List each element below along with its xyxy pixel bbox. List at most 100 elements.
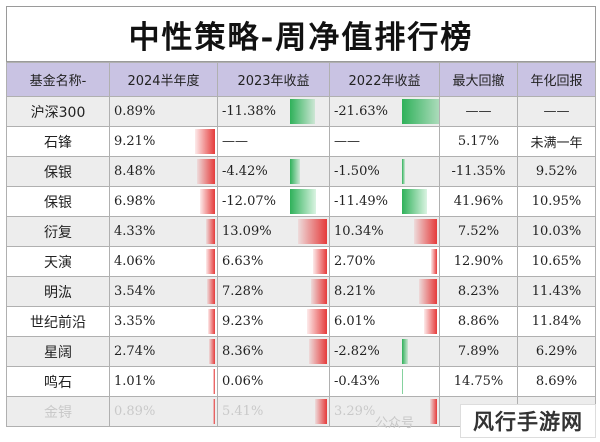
cell-annualized: 10.65% [517, 246, 596, 277]
column-header-2022[interactable]: 2022年收益 [329, 62, 440, 97]
table-row[interactable]: 星阔 2.74% 8.36% -2.82% 7.89% 6.29% [6, 336, 596, 367]
table-row[interactable]: 石锋 9.21% —— —— 5.17% 未满一年 [6, 126, 596, 157]
cell-2023: —— [217, 126, 330, 157]
data-bar [306, 309, 327, 334]
cell-2023: -4.42% [217, 156, 330, 187]
cell-value: 4.33% [114, 224, 156, 239]
cell-max-drawdown: -11.35% [439, 156, 518, 187]
cell-fund-name: 世纪前沿 [6, 306, 110, 337]
cell-2022: -1.50% [329, 156, 440, 187]
cell-value: 0.89% [114, 104, 156, 119]
column-header-fund-name[interactable]: 基金名称- [6, 62, 110, 97]
cell-value: -11.38% [222, 104, 276, 119]
data-bar [414, 219, 437, 244]
cell-annualized: 8.69% [517, 366, 596, 397]
data-bar [402, 339, 409, 364]
column-header-annualized[interactable]: 年化回报 [517, 62, 596, 97]
table-row[interactable]: 明汯 3.54% 7.28% 8.21% 8.23% 11.43% [6, 276, 596, 307]
table-row[interactable]: 衍复 4.33% 13.09% 10.34% 7.52% 10.03% [6, 216, 596, 247]
cell-value: 3.54% [114, 284, 156, 299]
data-bar [196, 159, 215, 184]
page-title: 中性策略-周净值排行榜 [6, 6, 596, 62]
data-bar [290, 189, 317, 214]
table-row[interactable]: 世纪前沿 3.35% 9.23% 6.01% 8.86% 11.84% [6, 306, 596, 337]
data-bar [206, 249, 215, 274]
data-bar [429, 399, 437, 424]
cell-value: 6.01% [334, 314, 376, 329]
cell-2024h1: 0.89% [109, 396, 218, 427]
cell-2024h1: 8.48% [109, 156, 218, 187]
cell-fund-name: 衍复 [6, 216, 110, 247]
cell-value: 1.01% [114, 374, 156, 389]
cell-fund-name: 金锝 [6, 396, 110, 427]
cell-max-drawdown: 8.23% [439, 276, 518, 307]
cell-max-drawdown: 7.89% [439, 336, 518, 367]
cell-annualized: 10.95% [517, 186, 596, 217]
cell-2024h1: 3.54% [109, 276, 218, 307]
cell-max-drawdown: 41.96% [439, 186, 518, 217]
cell-fund-name: 保银 [6, 156, 110, 187]
cell-max-drawdown: —— [439, 96, 518, 127]
cell-annualized: —— [517, 96, 596, 127]
cell-value: -21.63% [334, 104, 388, 119]
cell-2022: 3.29% [329, 396, 440, 427]
cell-value: 2.70% [334, 254, 376, 269]
cell-annualized: 11.43% [517, 276, 596, 307]
cell-value: 0.89% [114, 404, 156, 419]
table-header-row: 基金名称- 2024半年度 2023年收益 2022年收益 最大回撤 年化回报 [6, 62, 596, 97]
cell-2023: 5.41% [217, 396, 330, 427]
cell-2022: —— [329, 126, 440, 157]
cell-annualized: 11.84% [517, 306, 596, 337]
cell-2022: 6.01% [329, 306, 440, 337]
cell-value: 3.29% [334, 404, 376, 419]
cell-value: 7.28% [222, 284, 264, 299]
cell-fund-name: 明汯 [6, 276, 110, 307]
table-row[interactable]: 保银 6.98% -12.07% -11.49% 41.96% 10.95% [6, 186, 596, 217]
data-bar [205, 219, 215, 244]
data-bar [402, 159, 406, 184]
cell-2023: -12.07% [217, 186, 330, 217]
cell-value: 9.23% [222, 314, 264, 329]
table-body: 沪深300 0.89% -11.38% -21.63% —— —— 石锋 9.21% —— —— 5… [6, 96, 596, 427]
site-logo: 风行手游网 [460, 404, 596, 438]
cell-value: 9.21% [114, 134, 156, 149]
data-bar [290, 99, 315, 124]
cell-max-drawdown: 8.86% [439, 306, 518, 337]
cell-value: 4.06% [114, 254, 156, 269]
cell-2024h1: 0.89% [109, 96, 218, 127]
cell-2022: 10.34% [329, 216, 440, 247]
data-bar [315, 399, 327, 424]
cell-2022: -11.49% [329, 186, 440, 217]
cell-2024h1: 3.35% [109, 306, 218, 337]
cell-value: 8.36% [222, 344, 264, 359]
column-header-2024h1[interactable]: 2024半年度 [109, 62, 218, 97]
data-bar [212, 369, 215, 394]
cell-value: -12.07% [222, 194, 276, 209]
table-row[interactable]: 天演 4.06% 6.63% 2.70% 12.90% 10.65% [6, 246, 596, 277]
cell-value: 3.35% [114, 314, 156, 329]
cell-max-drawdown: 5.17% [439, 126, 518, 157]
cell-2022: 2.70% [329, 246, 440, 277]
cell-2024h1: 2.74% [109, 336, 218, 367]
table-row[interactable]: 鸣石 1.01% 0.06% -0.43% 14.75% 8.69% [6, 366, 596, 397]
data-bar [207, 309, 215, 334]
data-bar [402, 99, 439, 124]
cell-value: —— [334, 134, 360, 149]
cell-max-drawdown: 14.75% [439, 366, 518, 397]
cell-2023: 9.23% [217, 306, 330, 337]
cell-2023: 7.28% [217, 276, 330, 307]
column-header-max-drawdown[interactable]: 最大回撤 [439, 62, 518, 97]
cell-value: -0.43% [334, 374, 380, 389]
data-bar [312, 249, 327, 274]
column-header-2023[interactable]: 2023年收益 [217, 62, 330, 97]
data-bar [311, 279, 327, 304]
cell-2024h1: 6.98% [109, 186, 218, 217]
cell-annualized: 9.52% [517, 156, 596, 187]
cell-2022: -2.82% [329, 336, 440, 367]
table-row[interactable]: 保银 8.48% -4.42% -1.50% -11.35% 9.52% [6, 156, 596, 187]
cell-2022: 8.21% [329, 276, 440, 307]
cell-2023: 8.36% [217, 336, 330, 367]
table-row[interactable]: 沪深300 0.89% -11.38% -21.63% —— —— [6, 96, 596, 127]
cell-value: -1.50% [334, 164, 380, 179]
